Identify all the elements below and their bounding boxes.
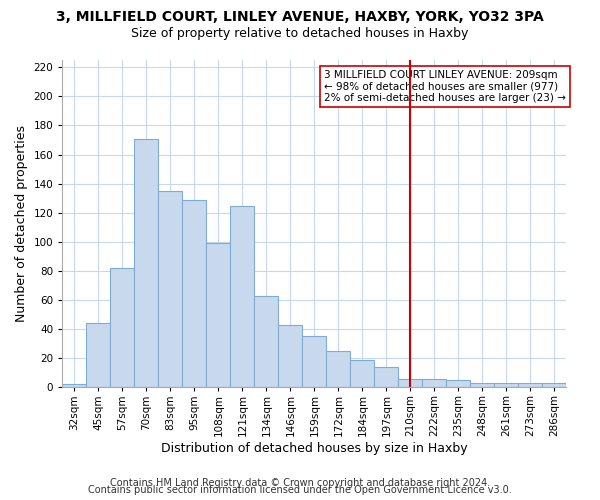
- Bar: [398, 378, 422, 388]
- Bar: [518, 383, 542, 388]
- Bar: [326, 351, 350, 388]
- Bar: [158, 191, 182, 388]
- Text: 3, MILLFIELD COURT, LINLEY AVENUE, HAXBY, YORK, YO32 3PA: 3, MILLFIELD COURT, LINLEY AVENUE, HAXBY…: [56, 10, 544, 24]
- Bar: [110, 268, 134, 388]
- Text: 3 MILLFIELD COURT LINLEY AVENUE: 209sqm
← 98% of detached houses are smaller (97: 3 MILLFIELD COURT LINLEY AVENUE: 209sqm …: [325, 70, 566, 103]
- Text: Contains HM Land Registry data © Crown copyright and database right 2024.: Contains HM Land Registry data © Crown c…: [110, 478, 490, 488]
- Bar: [182, 200, 206, 388]
- Bar: [446, 380, 470, 388]
- Bar: [350, 360, 374, 388]
- Y-axis label: Number of detached properties: Number of detached properties: [15, 125, 28, 322]
- Bar: [206, 244, 230, 388]
- Bar: [422, 378, 446, 388]
- Bar: [230, 206, 254, 388]
- Bar: [62, 384, 86, 388]
- Bar: [302, 336, 326, 388]
- Bar: [254, 296, 278, 388]
- Bar: [278, 325, 302, 388]
- X-axis label: Distribution of detached houses by size in Haxby: Distribution of detached houses by size …: [161, 442, 467, 455]
- Text: Contains public sector information licensed under the Open Government Licence v3: Contains public sector information licen…: [88, 485, 512, 495]
- Bar: [134, 138, 158, 388]
- Bar: [374, 367, 398, 388]
- Bar: [86, 324, 110, 388]
- Bar: [542, 383, 566, 388]
- Text: Size of property relative to detached houses in Haxby: Size of property relative to detached ho…: [131, 28, 469, 40]
- Bar: [494, 383, 518, 388]
- Bar: [470, 383, 494, 388]
